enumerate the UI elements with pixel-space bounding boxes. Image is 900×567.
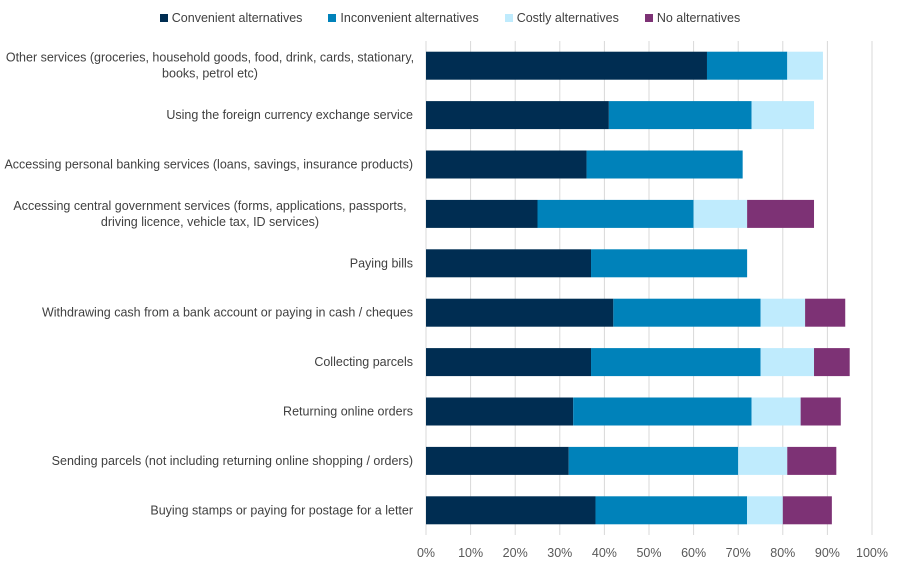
bar-segment-convenient-alternatives bbox=[426, 51, 707, 80]
category-label: Paying bills bbox=[350, 256, 413, 270]
bar-segment-convenient-alternatives bbox=[426, 249, 592, 278]
legend-swatch bbox=[504, 14, 513, 22]
bar-segment-convenient-alternatives bbox=[426, 101, 609, 130]
bar-segment-inconvenient-alternatives bbox=[586, 150, 743, 179]
legend-label: Inconvenient alternatives bbox=[340, 11, 479, 25]
bar-segment-inconvenient-alternatives bbox=[608, 101, 752, 130]
bar-segment-inconvenient-alternatives bbox=[573, 397, 752, 426]
bar-segment-convenient-alternatives bbox=[426, 397, 574, 426]
category-label: Other services (groceries, household goo… bbox=[6, 51, 414, 65]
x-tick-label: 0% bbox=[417, 546, 435, 560]
legend-label: Costly alternatives bbox=[516, 11, 619, 25]
bar-segment-convenient-alternatives bbox=[426, 298, 614, 327]
category-label: books, petrol etc) bbox=[162, 67, 258, 81]
category-label: Buying stamps or paying for postage for … bbox=[150, 503, 413, 517]
legend-item: Costly alternatives bbox=[504, 9, 619, 27]
bar-segment-costly-alternatives bbox=[751, 397, 801, 426]
legend-item: Convenient alternatives bbox=[159, 9, 303, 27]
legend-swatch bbox=[328, 14, 337, 22]
bar-segment-inconvenient-alternatives bbox=[568, 446, 739, 475]
category-label: driving licence, vehicle tax, ID service… bbox=[101, 215, 319, 229]
x-tick-label: 30% bbox=[547, 546, 572, 560]
x-tick-label: 80% bbox=[770, 546, 795, 560]
bar-segment-costly-alternatives bbox=[693, 199, 748, 228]
bar-segment-inconvenient-alternatives bbox=[591, 348, 761, 377]
x-tick-label: 10% bbox=[458, 546, 483, 560]
bar-segment-no-alternatives bbox=[814, 348, 850, 377]
bar-segment-convenient-alternatives bbox=[426, 348, 592, 377]
bar-segment-costly-alternatives bbox=[760, 348, 815, 377]
bar-segment-inconvenient-alternatives bbox=[595, 496, 748, 525]
bar-segment-inconvenient-alternatives bbox=[591, 249, 748, 278]
bar-segment-costly-alternatives bbox=[747, 496, 783, 525]
bar-segment-no-alternatives bbox=[782, 496, 832, 525]
bar-segment-inconvenient-alternatives bbox=[706, 51, 788, 80]
x-tick-label: 20% bbox=[503, 546, 528, 560]
x-tick-label: 90% bbox=[815, 546, 840, 560]
bar-segment-no-alternatives bbox=[747, 199, 815, 228]
bar-segment-convenient-alternatives bbox=[426, 496, 596, 525]
bar-segment-inconvenient-alternatives bbox=[613, 298, 761, 327]
bar-segment-costly-alternatives bbox=[738, 446, 788, 475]
legend-label: Convenient alternatives bbox=[171, 11, 303, 25]
category-label: Using the foreign currency exchange serv… bbox=[166, 108, 413, 122]
category-label: Sending parcels (not including returning… bbox=[52, 454, 413, 468]
legend-item: Inconvenient alternatives bbox=[328, 9, 479, 27]
legend-item: No alternatives bbox=[644, 9, 741, 27]
legend-swatch bbox=[644, 14, 653, 22]
x-tick-label: 50% bbox=[636, 546, 661, 560]
bar-segment-convenient-alternatives bbox=[426, 150, 587, 179]
chart-legend: Convenient alternatives Inconvenient alte… bbox=[0, 9, 900, 27]
x-tick-label: 70% bbox=[726, 546, 751, 560]
category-label: Collecting parcels bbox=[314, 355, 413, 369]
category-label: Withdrawing cash from a bank account or … bbox=[42, 306, 413, 320]
bar-segment-convenient-alternatives bbox=[426, 446, 569, 475]
legend-label: No alternatives bbox=[656, 11, 741, 25]
bar-segment-costly-alternatives bbox=[760, 298, 806, 327]
legend-swatch bbox=[159, 14, 168, 22]
bar-segment-inconvenient-alternatives bbox=[537, 199, 694, 228]
category-label: Accessing central government services (f… bbox=[13, 199, 406, 213]
bar-segment-no-alternatives bbox=[805, 298, 846, 327]
x-tick-label: 100% bbox=[856, 546, 888, 560]
category-label: Accessing personal banking services (loa… bbox=[4, 158, 413, 172]
bar-segment-costly-alternatives bbox=[751, 101, 815, 130]
category-label: Returning online orders bbox=[283, 405, 413, 419]
x-tick-label: 40% bbox=[592, 546, 617, 560]
bar-segment-costly-alternatives bbox=[787, 51, 823, 80]
bar-segment-convenient-alternatives bbox=[426, 199, 538, 228]
x-tick-label: 60% bbox=[681, 546, 706, 560]
bar-segment-no-alternatives bbox=[800, 397, 841, 426]
bar-segment-no-alternatives bbox=[787, 446, 837, 475]
